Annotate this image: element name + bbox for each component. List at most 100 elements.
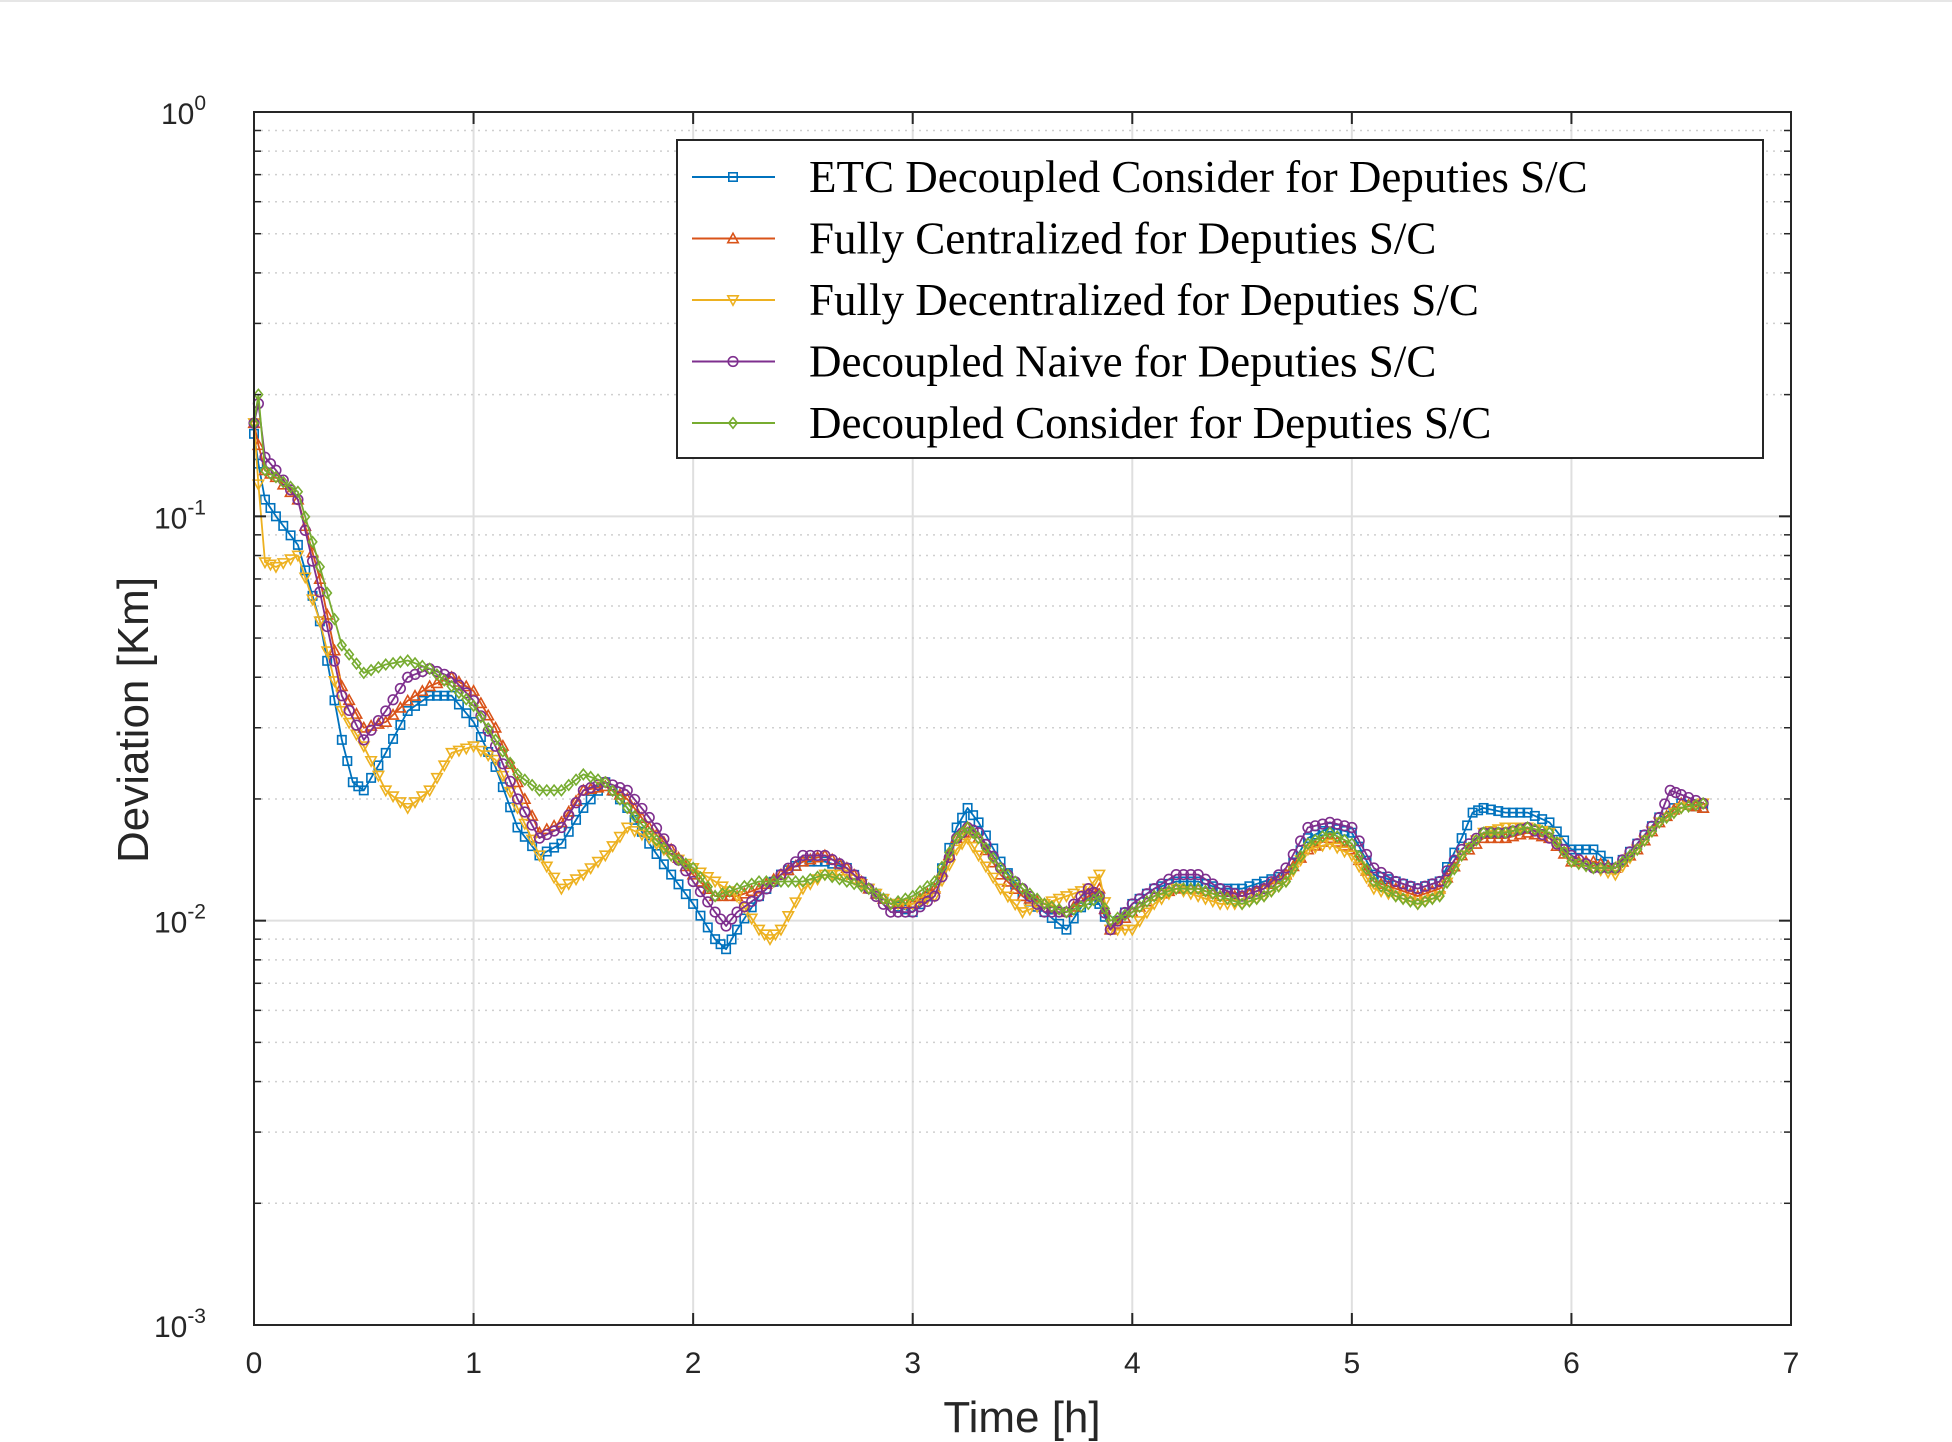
triangle-down-marker: [488, 754, 503, 767]
legend-label: Decoupled Naive for Deputies S/C: [809, 337, 1436, 387]
diamond-marker: [461, 692, 472, 706]
triangle-down-marker: [979, 861, 993, 874]
triangle-up-marker: [686, 867, 700, 880]
triangle-down-marker: [503, 786, 517, 799]
square-marker: [1493, 806, 1504, 817]
diamond-marker: [1493, 826, 1504, 840]
circle-marker: [1243, 888, 1255, 900]
triangle-up-marker: [393, 700, 407, 713]
square-marker: [366, 772, 377, 783]
legend-item: Decoupled Consider for Deputies S/C: [692, 398, 1491, 448]
diamond-marker: [1375, 879, 1387, 893]
diamond-marker: [1317, 829, 1328, 843]
diamond-marker: [253, 388, 264, 402]
square-marker: [270, 511, 281, 522]
diamond-marker: [1178, 882, 1189, 896]
diamond-marker: [468, 699, 479, 713]
diamond-marker: [1390, 889, 1401, 903]
diamond-marker: [936, 860, 948, 874]
circle-marker: [727, 355, 739, 368]
square-marker: [1061, 924, 1072, 935]
square-marker: [715, 939, 726, 950]
square-marker: [1251, 878, 1262, 889]
diamond-marker: [1207, 887, 1219, 901]
circle-marker: [1558, 844, 1570, 856]
circle-marker: [738, 901, 750, 913]
diamond-marker: [1324, 826, 1336, 840]
circle-marker: [899, 906, 911, 918]
triangle-down-marker: [763, 934, 777, 947]
triangle-down-marker: [364, 755, 378, 768]
circle-marker: [987, 850, 999, 862]
diamond-marker: [841, 875, 853, 888]
legend-item: Fully Decentralized for Deputies S/C: [692, 275, 1479, 325]
diamond-marker: [490, 733, 501, 747]
circle-marker: [394, 682, 406, 695]
square-marker: [439, 690, 450, 701]
circle-marker: [643, 811, 655, 824]
triangle-down-marker: [832, 869, 847, 882]
triangle-down-marker: [1608, 869, 1622, 882]
top-border-line: [0, 0, 1952, 2]
circle-marker: [460, 687, 472, 699]
square-marker: [278, 520, 289, 531]
circle-marker: [731, 906, 743, 918]
square-marker: [710, 934, 721, 945]
circle-marker: [797, 849, 809, 862]
y-tick-label: 10-2: [154, 901, 206, 940]
square-marker: [973, 817, 984, 828]
diamond-marker: [1595, 861, 1606, 875]
diamond-marker: [526, 778, 538, 792]
triangle-down-marker: [993, 883, 1008, 896]
triangle-down-marker: [986, 872, 1000, 885]
triangle-down-marker: [576, 869, 590, 882]
diamond-marker: [409, 656, 421, 670]
diamond-marker: [980, 841, 992, 855]
triangle-down-marker: [320, 646, 334, 659]
x-tick-label: 5: [1344, 1347, 1361, 1380]
diamond-marker: [1361, 862, 1372, 876]
circle-marker: [885, 906, 897, 918]
diamond-marker: [614, 792, 626, 806]
circle-marker: [577, 784, 589, 796]
circle-marker: [438, 668, 450, 680]
diamond-marker: [1573, 857, 1584, 871]
triangle-down-marker: [591, 856, 605, 869]
square-marker: [666, 869, 677, 880]
y-tick-label: 10-1: [154, 496, 206, 535]
square-marker: [468, 716, 479, 727]
circle-marker: [365, 724, 377, 736]
diamond-marker: [687, 861, 699, 875]
diamond-marker: [1485, 826, 1497, 840]
triangle-down-marker: [357, 741, 371, 754]
square-marker: [695, 910, 706, 921]
circle-marker: [720, 920, 732, 932]
diamond-marker: [636, 817, 648, 831]
diamond-marker: [1566, 855, 1577, 869]
circle-marker: [1170, 868, 1182, 881]
triangle-down-marker: [437, 760, 451, 773]
diamond-marker: [446, 679, 457, 693]
square-marker: [380, 747, 391, 758]
diamond-marker: [1602, 861, 1614, 875]
square-marker: [431, 690, 442, 701]
diamond-marker: [753, 875, 765, 888]
square-marker: [259, 494, 270, 505]
diamond-marker: [1639, 833, 1650, 847]
diamond-marker: [1434, 889, 1445, 903]
diamond-marker: [548, 783, 560, 797]
legend-item: ETC Decoupled Consider for Deputies S/C: [692, 152, 1588, 202]
circle-marker: [1273, 869, 1285, 881]
diamond-marker: [1170, 882, 1182, 896]
circle-marker: [714, 913, 727, 925]
diamond-marker: [1529, 822, 1541, 836]
square-marker: [1522, 807, 1533, 818]
x-tick-label: 7: [1783, 1347, 1800, 1380]
diamond-marker: [702, 880, 714, 894]
diamond-marker: [504, 756, 516, 770]
diamond-marker: [1127, 905, 1138, 919]
legend: ETC Decoupled Consider for Deputies S/C F…: [676, 139, 1764, 459]
diamond-marker: [259, 463, 271, 477]
triangle-down-marker: [496, 770, 510, 783]
circle-marker: [328, 655, 341, 667]
